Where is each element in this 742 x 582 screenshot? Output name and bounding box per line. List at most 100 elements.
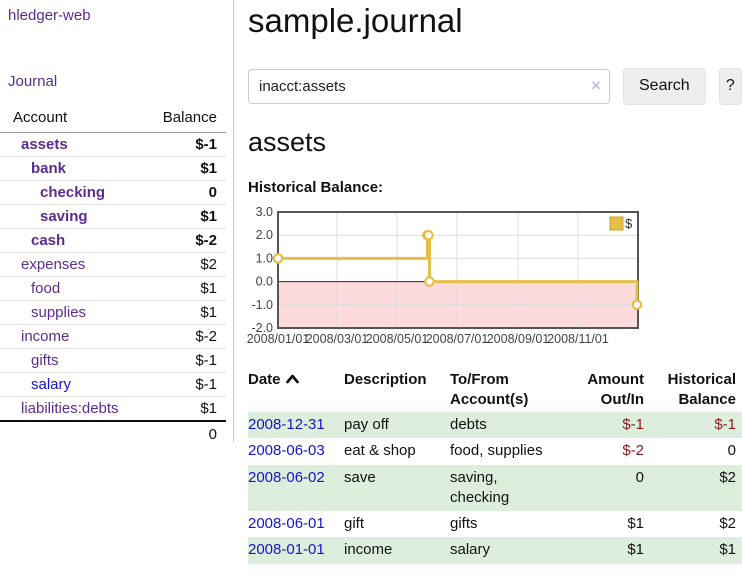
account-row: checking 0 [0,180,226,205]
register-date-cell: 2008-06-03 [248,438,344,464]
accounts-total-value: 0 [208,426,217,443]
x-tick-label: 2008/09/01 [487,332,550,346]
accounts-table-body: assets $-1 bank $1 checking 0 saving $1 cash $-2 e… [0,132,226,422]
account-balance: $-2 [148,324,226,349]
account-name-cell: bank [0,156,149,181]
register-date-link[interactable]: 2008-12-31 [248,416,325,434]
search-row: × Search ? [248,67,742,105]
register-balance: $2 [719,468,736,486]
register-header-accounts: To/From Account(s) [450,370,529,408]
register-balance: 0 [727,442,736,460]
historical-balance-chart: $3.0 2.0 1.0 0.0 -1.0 -2.02008/01/012008/03/0… [247,205,643,346]
sidebar-account-link[interactable]: liabilities:debts [21,400,119,417]
help-button[interactable]: ? [718,67,742,105]
sidebar-account-link[interactable]: income [21,328,70,345]
register-description: gift [344,515,365,533]
sidebar-account-link[interactable]: supplies [31,304,87,321]
account-row: supplies $1 [0,300,226,325]
sidebar-account-link[interactable]: checking [40,184,106,201]
chart-container: $3.0 2.0 1.0 0.0 -1.0 -2.0 2008/01/01 2008/03/0… [247,205,742,347]
search-button[interactable]: Search [623,67,706,105]
account-name-cell: food [0,276,149,301]
y-tick-label: 3.0 [256,205,273,219]
register-amount: $-2 [622,442,644,460]
search-input[interactable] [248,68,610,104]
register-date-link[interactable]: 2008-06-02 [248,468,325,486]
account-name-cell: checking [0,180,149,205]
data-point [423,229,434,241]
sidebar-account-link[interactable]: salary [31,376,72,393]
account-balance: 0 [148,180,226,205]
y-tick-label: 0.0 [256,274,273,288]
account-name-cell: gifts [0,348,149,373]
accounts-header-account: Account [0,107,149,133]
sidebar-account-link[interactable]: assets [21,136,68,153]
plot-border [277,210,639,329]
sidebar-account-link[interactable]: saving [40,208,88,225]
register-row: 2008-06-02 save saving, checking 0 $2 [248,464,742,512]
register-table-body: 2008-12-31 pay off debts $-1 $-1 2008-06-03 ea… [248,412,742,564]
register-amount: $-1 [622,416,644,434]
sidebar-account-link[interactable]: cash [31,232,66,249]
register-description: eat & shop [344,442,416,460]
account-balance: $-1 [148,348,226,373]
register-header-date[interactable]: Date [248,368,344,413]
account-balance: $1 [148,276,226,301]
register-row: 2008-06-03 eat & shop food, supplies $-2 0 [248,438,742,464]
register-accounts: saving, checking [450,468,510,506]
sidebar-account-link[interactable]: bank [31,160,67,177]
legend-swatch [609,216,624,231]
sidebar-item-journal[interactable]: Journal [8,73,58,90]
account-row: gifts $-1 [0,348,226,373]
account-row: food $1 [0,276,226,301]
account-name-cell: supplies [0,300,149,325]
register-date-cell: 2008-12-31 [248,412,344,438]
account-row: salary $-1 [0,372,226,397]
sort-ascending-icon [285,374,299,383]
y-tick-label: -2.0 [251,321,273,335]
account-name-cell: cash [0,228,149,253]
main-content: sample.journal × Search ? assets Histori… [247,0,742,564]
legend-label: $ [625,216,633,231]
register-row: 2008-01-01 income salary $1 $1 [248,537,742,564]
register-amount: $1 [627,515,644,533]
search-wrap: × [248,68,610,104]
account-heading: assets [248,126,327,157]
sidebar-account-link[interactable]: food [31,280,61,297]
account-name-cell: saving [0,204,149,229]
register-date-cell: 2008-06-02 [248,465,344,512]
x-tick-label: 2008/01/01 [247,332,310,346]
account-balance: $1 [148,204,226,229]
sidebar-account-link[interactable]: gifts [31,352,59,369]
data-point [272,252,284,264]
x-tick-label: 2008/03/01 [306,332,369,346]
account-row: income $-2 [0,324,226,349]
x-tick-label: 2008/07/01 [426,332,489,346]
accounts-header-balance: Balance [148,107,226,133]
y-tick-label: -1.0 [251,297,273,311]
app-title-link[interactable]: hledger-web [8,7,91,24]
account-name-cell: liabilities:debts [0,396,149,422]
register-description: save [344,468,376,486]
accounts-total-row: 0 [0,421,226,445]
sidebar-account-link[interactable]: expenses [21,256,86,273]
account-row: expenses $2 [0,252,226,277]
register-date-link[interactable]: 2008-01-01 [248,541,325,559]
register-date-link[interactable]: 2008-06-01 [248,515,325,533]
register-accounts: food, supplies [450,442,543,460]
account-row: assets $-1 [0,132,226,157]
account-balance: $2 [148,252,226,277]
register-description: income [344,541,393,559]
account-row: bank $1 [0,156,226,181]
account-row: cash $-2 [0,228,226,253]
data-point [631,299,643,310]
register-date-link[interactable]: 2008-06-03 [248,442,325,460]
register-row: 2008-12-31 pay off debts $-1 $-1 [248,412,742,439]
register-date-cell: 2008-01-01 [248,537,344,563]
account-name-cell: expenses [0,252,149,277]
clear-search-icon[interactable]: × [591,75,601,95]
account-balance: $1 [148,300,226,325]
register-header-balance: Historical Balance [667,370,736,408]
page-title: sample.journal [248,2,463,39]
account-balance: $1 [148,396,226,422]
